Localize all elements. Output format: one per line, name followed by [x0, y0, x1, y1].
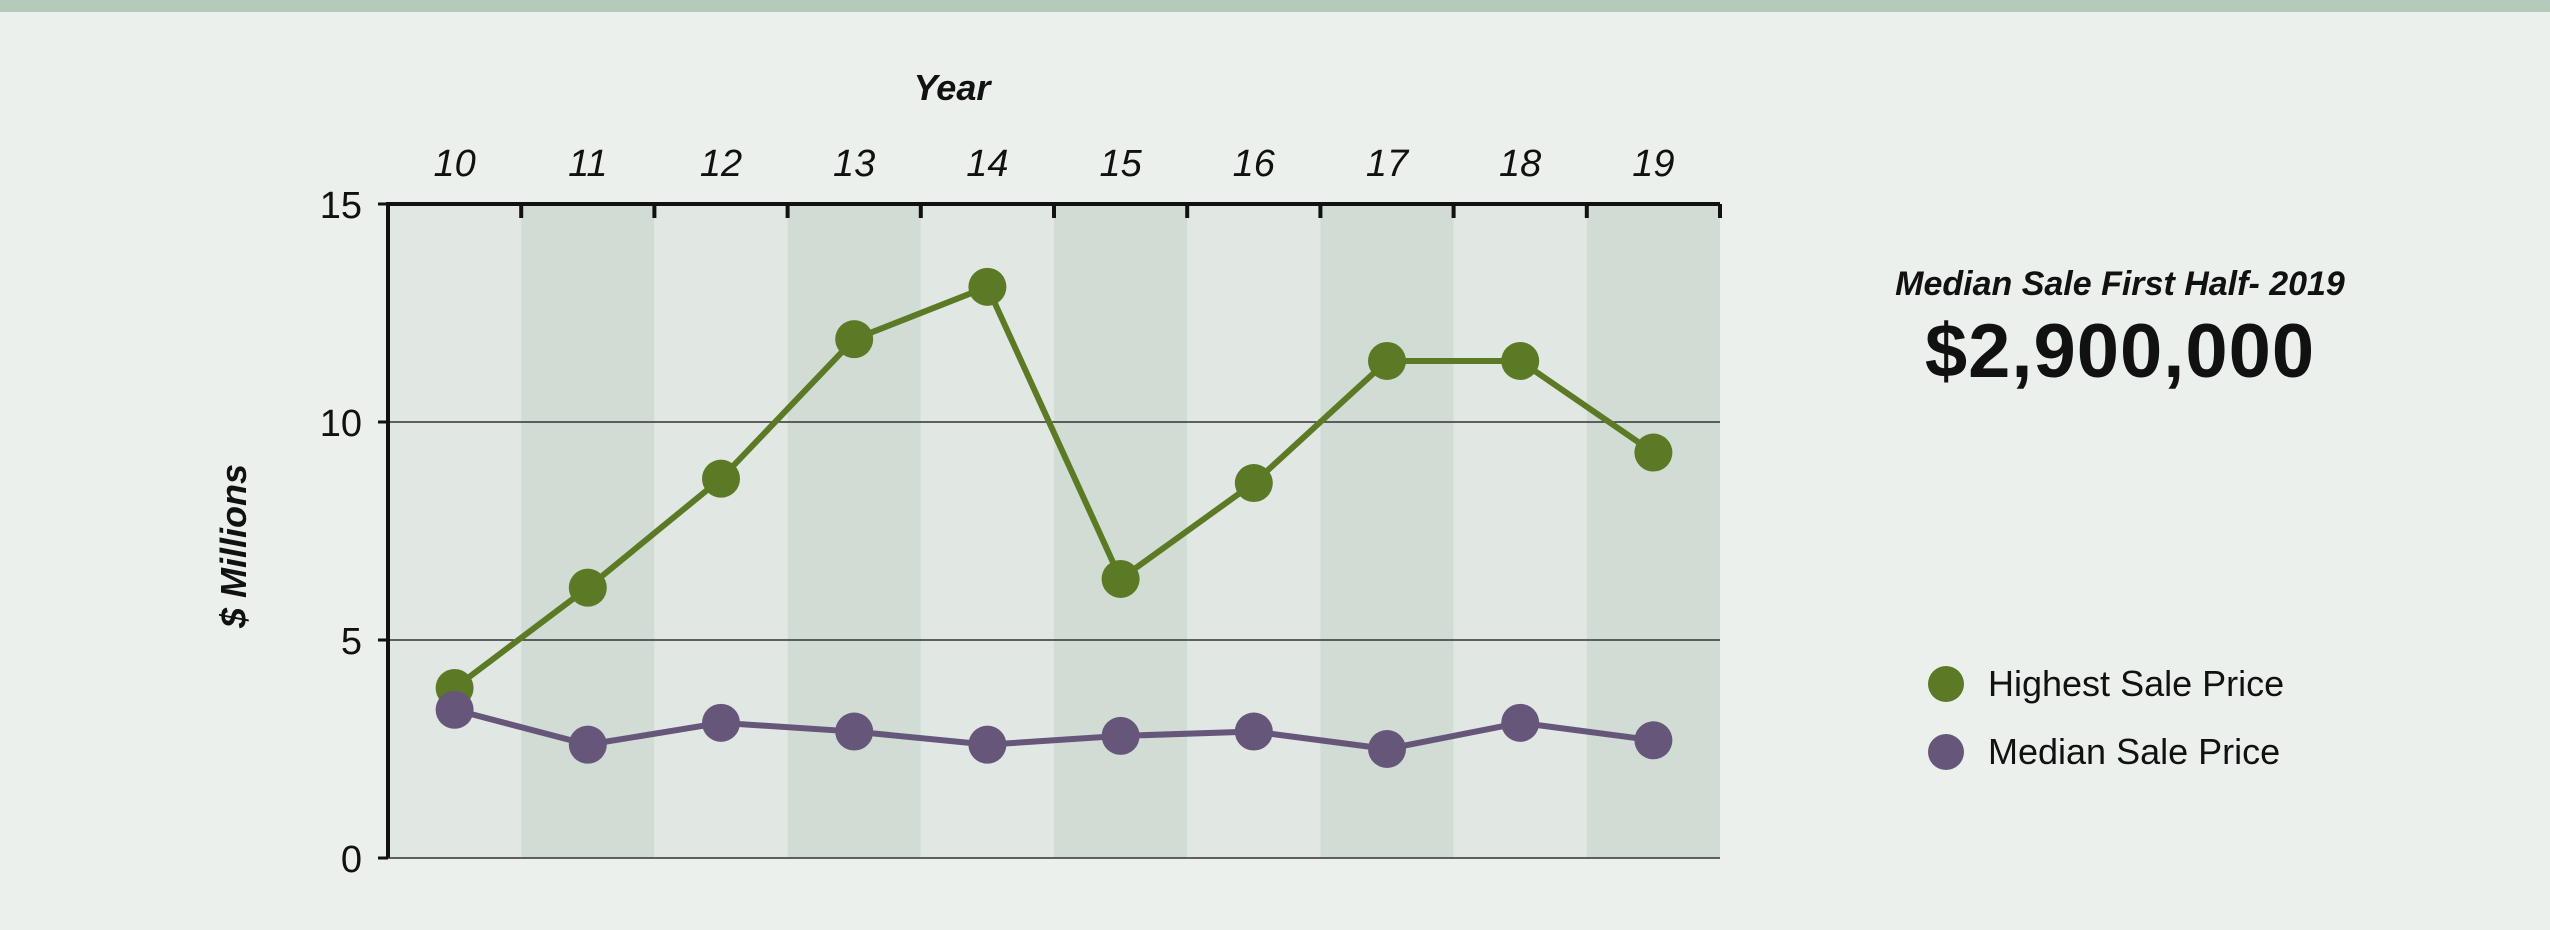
y-axis-title: $ Millions — [213, 464, 254, 629]
point-median-15 — [1101, 716, 1140, 755]
top-accent-bar — [0, 0, 2550, 12]
kpi-panel: Median Sale First Half- 2019 $2,900,000 — [1840, 265, 2400, 395]
x-tick-label-16: 16 — [1233, 143, 1276, 185]
legend-label-highest: Highest Sale Price — [1988, 663, 2285, 704]
point-highest-15 — [1101, 559, 1140, 598]
x-tick-label-17: 17 — [1366, 143, 1410, 185]
x-tick-label-13: 13 — [833, 143, 875, 185]
column-band-10 — [388, 204, 522, 858]
column-band-12 — [654, 204, 788, 858]
x-tick-label-14: 14 — [966, 143, 1008, 185]
x-tick-label-19: 19 — [1632, 143, 1674, 185]
column-band-13 — [787, 204, 921, 858]
y-tick-label-10: 10 — [320, 403, 362, 445]
point-median-11 — [568, 725, 607, 764]
series-line-median — [453, 706, 1654, 752]
point-highest-13 — [835, 320, 874, 359]
y-tick-label-15: 15 — [320, 185, 362, 227]
point-median-13 — [835, 712, 874, 751]
column-band-18 — [1453, 204, 1587, 858]
legend-item-highest: Highest Sale Price — [1928, 650, 2284, 718]
legend-marker-highest — [1928, 666, 1964, 702]
point-median-12 — [702, 703, 740, 742]
point-highest-19 — [1634, 433, 1673, 472]
y-tick-label-0: 0 — [341, 839, 362, 881]
legend-marker-median — [1928, 734, 1964, 770]
x-axis-title: Year — [914, 67, 993, 108]
point-highest-17 — [1368, 341, 1406, 380]
point-median-14 — [968, 725, 1007, 764]
column-band-16 — [1187, 204, 1321, 858]
x-tick-label-15: 15 — [1099, 143, 1142, 185]
point-highest-14 — [968, 267, 1007, 306]
point-median-19 — [1634, 721, 1673, 760]
legend-label-median: Median Sale Price — [1988, 731, 2281, 772]
point-median-17 — [1368, 730, 1406, 768]
x-tick-label-11: 11 — [568, 143, 607, 185]
x-tick-label-12: 12 — [700, 143, 742, 185]
legend-item-median: Median Sale Price — [1928, 718, 2284, 786]
series-line-highest — [452, 283, 1656, 691]
column-band-19 — [1586, 204, 1720, 858]
chart-legend: Highest Sale Price Median Sale Price — [1928, 650, 2284, 786]
point-highest-11 — [568, 568, 607, 607]
x-tick-label-18: 18 — [1499, 143, 1541, 185]
point-highest-12 — [702, 459, 740, 498]
kpi-label: Median Sale First Half- 2019 — [1895, 265, 2345, 303]
x-tick-label-10: 10 — [433, 143, 475, 185]
y-tick-label-5: 5 — [341, 621, 362, 663]
column-band-15 — [1054, 204, 1188, 858]
point-median-16 — [1234, 712, 1273, 751]
point-highest-16 — [1234, 464, 1273, 503]
point-median-10 — [435, 690, 474, 729]
point-highest-18 — [1501, 341, 1540, 380]
kpi-value: $2,900,000 — [1924, 309, 2316, 394]
point-median-18 — [1501, 703, 1540, 742]
